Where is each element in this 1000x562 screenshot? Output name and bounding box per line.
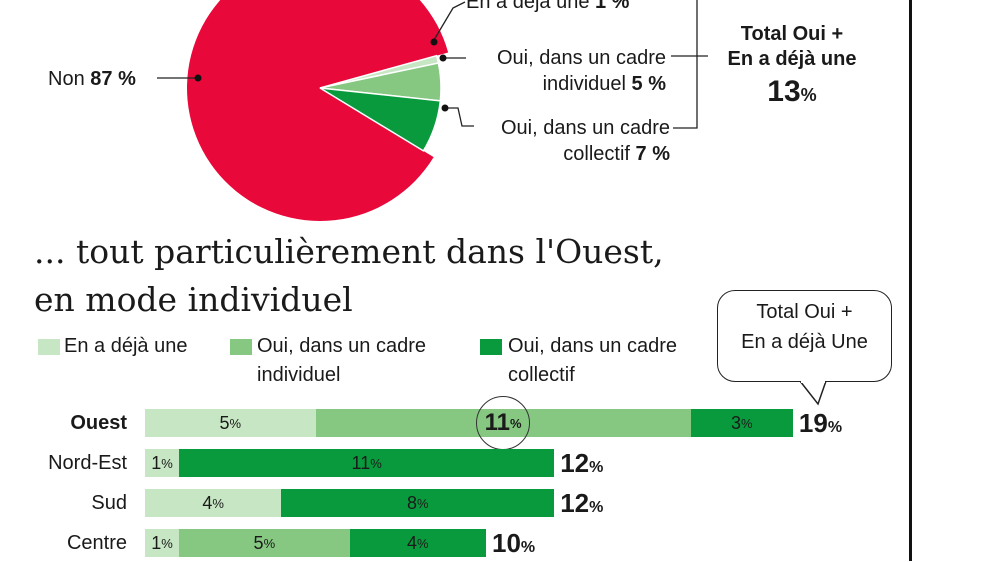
pie-label-coll-text: collectif bbox=[563, 143, 630, 165]
bar-total-unit: % bbox=[827, 419, 843, 436]
pie-total-unit: % bbox=[800, 85, 817, 105]
bar-total-label: 12% bbox=[560, 449, 603, 482]
bar-segment-unit: % bbox=[417, 535, 429, 551]
bar-total-unit: % bbox=[520, 539, 536, 556]
pie-label-coll-1: Oui, dans un cadre bbox=[501, 117, 670, 139]
bar-segment-value: 5 bbox=[253, 532, 264, 553]
bar-total-value: 12 bbox=[560, 488, 590, 518]
headline-line-1: ... tout particulièrement dans l'Ouest, bbox=[34, 232, 664, 271]
callout-line-1: Total Oui + bbox=[756, 301, 853, 323]
bar-total-value: 10 bbox=[492, 528, 521, 558]
pie-label-indiv-2: individuel 5 % bbox=[466, 72, 666, 96]
bar-segment-deja: 1% bbox=[145, 449, 180, 477]
legend-swatch-collectif bbox=[480, 339, 502, 355]
bar-total-value: 19 bbox=[798, 408, 828, 438]
bar-category-label: Ouest bbox=[70, 412, 127, 434]
pie-label-non-text: Non bbox=[48, 68, 85, 90]
bar-segment-value: 4 bbox=[407, 532, 418, 553]
pie-label-coll-2: collectif 7 % bbox=[470, 142, 670, 166]
frame-border bbox=[909, 0, 912, 561]
bar-category-label: Sud bbox=[91, 492, 127, 514]
legend-swatch-individuel bbox=[230, 339, 252, 355]
bar-segment-collectif: 11% bbox=[179, 449, 555, 477]
legend-label-collectif-2: collectif bbox=[508, 364, 575, 386]
bar-segment-value: 4 bbox=[202, 492, 213, 513]
pie-label-deja: En a déjà une 1 % bbox=[466, 0, 629, 14]
pie-label-indiv-text: individuel bbox=[542, 73, 626, 95]
legend-swatch-deja bbox=[38, 339, 60, 355]
pie-label-deja-text: En a déjà une bbox=[466, 0, 590, 13]
bar-segment-value: 8 bbox=[407, 492, 418, 513]
callout-line-2: En a déjà Une bbox=[741, 331, 868, 353]
bar-segment-unit: % bbox=[370, 455, 382, 471]
bar-total-label: 12% bbox=[560, 489, 603, 522]
legend-label-individuel-2: individuel bbox=[257, 364, 341, 386]
bar-segment-deja: 4% bbox=[145, 489, 282, 517]
bar-total-label: 19% bbox=[799, 409, 842, 442]
pie-value-deja: 1 % bbox=[595, 0, 630, 13]
bar-total-unit: % bbox=[589, 459, 604, 476]
bar-segment-collectif: 4% bbox=[349, 529, 486, 557]
bar-segment-deja: 5% bbox=[145, 409, 316, 437]
bar-segment-unit: % bbox=[161, 535, 173, 551]
bar-total-unit: % bbox=[589, 499, 604, 516]
legend-label-individuel-1: Oui, dans un cadre bbox=[257, 335, 426, 357]
bar-segment-value: 5 bbox=[219, 412, 230, 433]
pie-total-value: 13% bbox=[712, 77, 872, 107]
pie-label-indiv-1: Oui, dans un cadre bbox=[497, 47, 666, 69]
pie-slice-collectif bbox=[319, 87, 442, 152]
legend-label-collectif-1: Oui, dans un cadre bbox=[508, 335, 677, 357]
bar-category-label: Centre bbox=[66, 532, 127, 554]
bar-segment-value: 1 bbox=[151, 532, 162, 553]
bar-segment-collectif: 8% bbox=[281, 489, 555, 517]
pie-value-indiv: 5 % bbox=[631, 73, 666, 95]
bar-segment-unit: % bbox=[740, 415, 753, 431]
bar-segment-unit: % bbox=[229, 415, 242, 431]
pie-chart bbox=[157, 0, 708, 221]
legend-label-deja: En a déjà une bbox=[64, 335, 188, 357]
bar-segment-unit: % bbox=[417, 495, 429, 511]
bar-segment-unit: % bbox=[161, 455, 173, 471]
pie-value-coll: 7 % bbox=[635, 143, 670, 165]
bar-segment-individuel: 11% bbox=[315, 396, 691, 450]
bar-segment-collectif: 3% bbox=[690, 409, 793, 437]
bar-category-label: Nord-Est bbox=[48, 452, 127, 474]
bar-segment-individuel: 5% bbox=[179, 529, 350, 557]
pie-total-number: 13 bbox=[767, 75, 801, 108]
bar-segment-deja: 1% bbox=[145, 529, 180, 557]
leader-lines bbox=[157, 0, 708, 129]
bar-segment-unit: % bbox=[212, 495, 224, 511]
bar-total-label: 10% bbox=[492, 529, 535, 562]
bar-segment-unit: % bbox=[263, 535, 276, 551]
bar-segment-value: 3 bbox=[730, 412, 741, 433]
bar-segment-value: 1 bbox=[151, 452, 162, 473]
pie-total-label-1: Total Oui + bbox=[740, 23, 844, 45]
bar-segment-value: 11 bbox=[351, 452, 371, 473]
pie-total-label-2: En a déjà une bbox=[727, 48, 857, 70]
pie-value-non: 87 % bbox=[90, 68, 136, 90]
highlight-circle bbox=[476, 396, 531, 450]
pie-label-non: Non 87 % bbox=[48, 67, 136, 91]
pie-slice-non bbox=[187, 0, 449, 221]
bar-total-value: 12 bbox=[560, 448, 590, 478]
headline-line-2: en mode individuel bbox=[34, 280, 353, 319]
leader-dots bbox=[194, 38, 449, 112]
callout-bubble: Total Oui + En a déjà Une bbox=[717, 290, 892, 382]
